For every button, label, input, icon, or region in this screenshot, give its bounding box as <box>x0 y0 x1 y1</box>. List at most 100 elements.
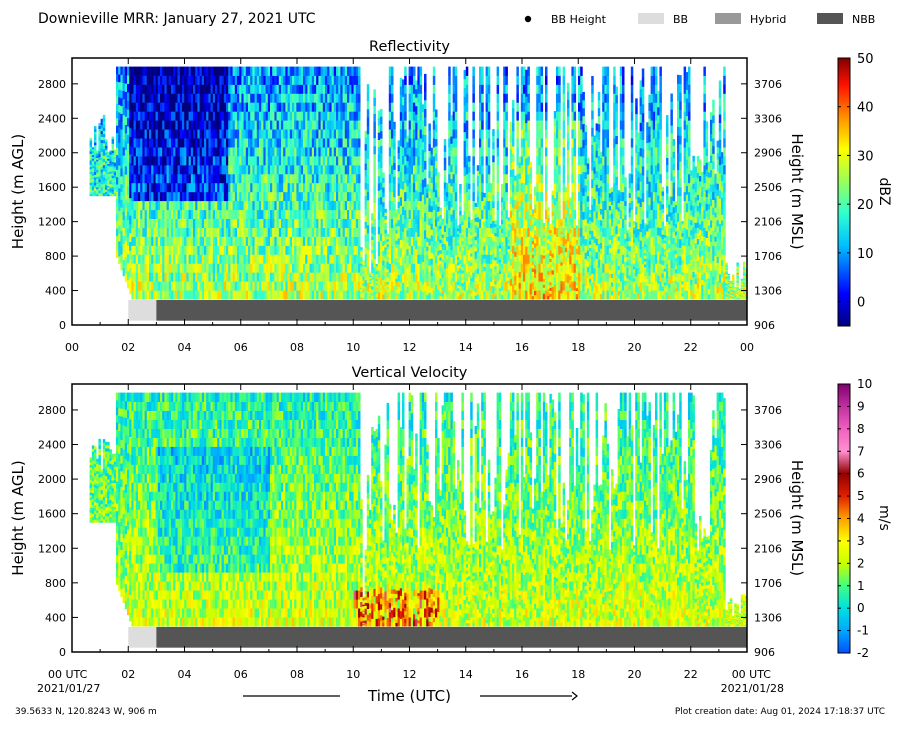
field-cell <box>417 236 420 246</box>
field-cell <box>391 191 394 202</box>
field-cell <box>111 143 115 147</box>
field-cell <box>265 93 269 103</box>
field-cell <box>210 75 214 85</box>
field-cell <box>252 66 255 76</box>
field-cell <box>459 223 462 229</box>
field-cell <box>448 120 451 130</box>
field-cell <box>474 288 478 293</box>
field-cell <box>237 218 240 228</box>
field-cell <box>498 259 502 263</box>
field-cell <box>364 234 368 242</box>
field-cell <box>265 254 269 264</box>
field-cell <box>375 272 379 274</box>
field-cell <box>144 191 148 202</box>
field-cell <box>468 166 471 173</box>
field-cell <box>294 93 297 103</box>
field-cell <box>226 147 229 157</box>
field-cell <box>441 237 445 241</box>
field-cell <box>243 290 247 300</box>
field-cell <box>283 290 286 300</box>
field-cell <box>285 191 288 202</box>
field-cell <box>410 75 414 85</box>
field-cell <box>146 227 150 237</box>
field-cell <box>331 272 335 282</box>
field-cell <box>481 120 484 130</box>
field-cell <box>446 294 449 300</box>
field-cell <box>417 254 420 264</box>
field-cell <box>492 188 495 195</box>
field-cell <box>296 227 299 237</box>
field-cell <box>199 84 203 94</box>
field-cell <box>463 105 467 115</box>
field-cell <box>274 218 277 228</box>
field-cell <box>479 138 482 148</box>
field-cell <box>309 236 313 246</box>
field-cell <box>307 111 310 121</box>
field-cell <box>182 156 185 166</box>
field-cell <box>144 138 148 148</box>
field-cell <box>439 228 442 233</box>
field-cell <box>424 73 427 83</box>
field-cell <box>314 227 317 237</box>
field-cell <box>96 171 99 174</box>
field-cell <box>98 184 101 188</box>
field-cell <box>388 209 392 219</box>
field-cell <box>111 182 115 185</box>
field-cell <box>382 196 385 203</box>
field-cell <box>283 272 286 282</box>
field-cell <box>138 200 141 211</box>
field-cell <box>201 102 205 112</box>
field-cell <box>142 75 145 85</box>
field-cell <box>289 84 293 94</box>
field-cell <box>256 129 260 139</box>
field-cell <box>494 278 497 282</box>
field-cell <box>454 75 458 85</box>
field-cell <box>261 191 264 202</box>
field-cell <box>399 103 403 113</box>
field-cell <box>329 120 332 130</box>
field-cell <box>215 138 218 148</box>
field-cell <box>120 90 123 99</box>
field-cell <box>432 218 436 228</box>
field-cell <box>272 156 275 166</box>
field-cell <box>461 234 464 238</box>
field-cell <box>157 200 161 211</box>
field-cell <box>470 237 473 242</box>
field-cell <box>318 102 321 112</box>
field-cell <box>333 263 337 273</box>
field-cell <box>443 182 447 189</box>
field-cell <box>89 149 93 152</box>
field-cell <box>342 147 346 157</box>
field-cell <box>459 250 462 256</box>
field-cell <box>212 75 216 85</box>
field-cell <box>483 295 486 300</box>
field-cell <box>138 281 141 291</box>
field-cell <box>217 93 220 103</box>
field-cell <box>179 129 183 139</box>
field-cell <box>384 281 387 286</box>
field-cell <box>358 272 361 282</box>
field-cell <box>373 129 376 139</box>
field-cell <box>428 137 431 145</box>
field-cell <box>404 156 407 166</box>
field-cell <box>336 173 339 184</box>
field-cell <box>353 218 357 228</box>
field-cell <box>472 66 475 76</box>
field-cell <box>140 75 143 85</box>
field-cell <box>210 209 214 219</box>
field-cell <box>133 129 137 139</box>
field-cell <box>314 272 317 282</box>
field-cell <box>465 165 469 175</box>
field-cell <box>509 176 513 184</box>
field-cell <box>393 169 396 177</box>
field-cell <box>426 246 429 251</box>
field-cell <box>360 285 363 288</box>
field-cell <box>256 120 260 130</box>
field-cell <box>168 173 172 184</box>
field-cell <box>190 165 194 175</box>
field-cell <box>386 296 390 300</box>
field-cell <box>454 156 458 166</box>
field-cell <box>474 228 478 233</box>
field-cell <box>472 111 475 121</box>
field-cell <box>505 200 508 211</box>
